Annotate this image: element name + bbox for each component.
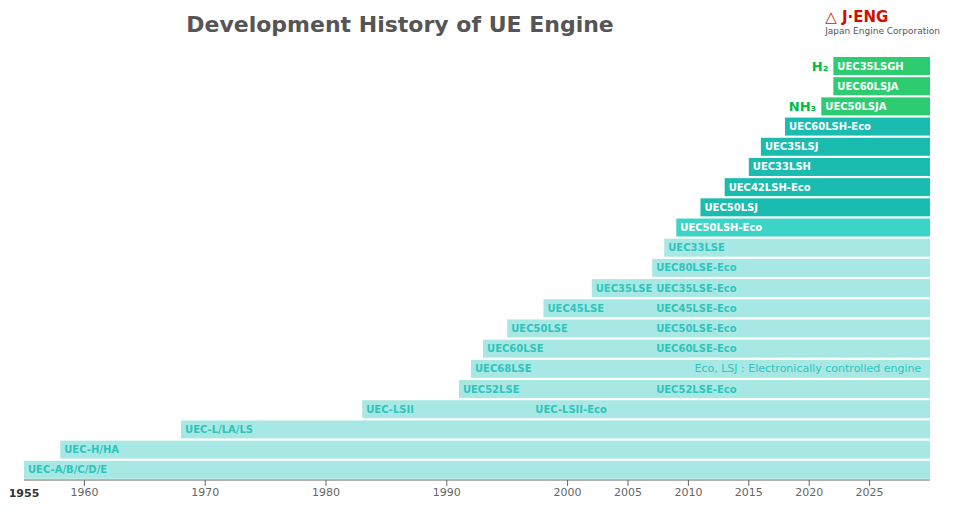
svg-text:UEC60LSE: UEC60LSE xyxy=(487,343,544,354)
svg-text:H₂: H₂ xyxy=(812,59,829,74)
svg-text:1970: 1970 xyxy=(191,486,219,499)
svg-text:UEC33LSE: UEC33LSE xyxy=(668,242,725,253)
svg-text:2010: 2010 xyxy=(674,486,702,499)
svg-text:UEC60LSJA: UEC60LSJA xyxy=(837,81,899,92)
svg-text:UEC-LSII: UEC-LSII xyxy=(366,404,414,415)
svg-text:UEC52LSE: UEC52LSE xyxy=(463,384,520,395)
svg-text:UEC33LSH: UEC33LSH xyxy=(753,161,811,172)
svg-text:UEC-H/HA: UEC-H/HA xyxy=(64,444,119,455)
svg-text:UEC-LSII-Eco: UEC-LSII-Eco xyxy=(535,404,607,415)
svg-text:UEC50LSJA: UEC50LSJA xyxy=(825,101,887,112)
html-text:△ J·ENG: △ J·ENG xyxy=(825,8,889,26)
svg-text:UEC45LSE-Eco: UEC45LSE-Eco xyxy=(656,303,737,314)
svg-text:UEC50LSJ: UEC50LSJ xyxy=(704,202,758,213)
svg-text:1990: 1990 xyxy=(433,486,461,499)
svg-text:2025: 2025 xyxy=(856,486,884,499)
html-text:Japan Engine Corporation: Japan Engine Corporation xyxy=(825,26,940,36)
html-text:Development History of UE Engi: Development History of UE Engine xyxy=(186,12,614,37)
svg-text:2015: 2015 xyxy=(735,486,763,499)
svg-text:2020: 2020 xyxy=(795,486,823,499)
svg-text:Eco, LSJ : Electronically con: Eco, LSJ : Electronically controlled eng… xyxy=(694,362,921,375)
svg-text:UEC50LSE: UEC50LSE xyxy=(511,323,568,334)
svg-text:UEC50LSH-Eco: UEC50LSH-Eco xyxy=(680,222,762,233)
svg-text:UEC60LSE-Eco: UEC60LSE-Eco xyxy=(656,343,737,354)
svg-text:UEC52LSE-Eco: UEC52LSE-Eco xyxy=(656,384,737,395)
svg-text:UEC-L/LA/LS: UEC-L/LA/LS xyxy=(185,424,253,435)
svg-text:UEC-A/B/C/D/E: UEC-A/B/C/D/E xyxy=(28,464,107,475)
svg-text:UEC35LSE: UEC35LSE xyxy=(596,283,653,294)
svg-text:UEC68LSE: UEC68LSE xyxy=(475,363,532,374)
svg-text:2000: 2000 xyxy=(554,486,582,499)
svg-text:UEC60LSH-Eco: UEC60LSH-Eco xyxy=(789,121,871,132)
svg-text:UEC42LSH-Eco: UEC42LSH-Eco xyxy=(729,182,811,193)
svg-text:NH₃: NH₃ xyxy=(789,99,816,114)
svg-text:1980: 1980 xyxy=(312,486,340,499)
svg-text:UEC50LSE-Eco: UEC50LSE-Eco xyxy=(656,323,737,334)
svg-text:UEC80LSE-Eco: UEC80LSE-Eco xyxy=(656,262,737,273)
svg-text:2005: 2005 xyxy=(614,486,642,499)
svg-text:UEC35LSGH: UEC35LSGH xyxy=(837,61,903,72)
svg-text:1955: 1955 xyxy=(9,487,40,500)
svg-text:UEC35LSE-Eco: UEC35LSE-Eco xyxy=(656,283,737,294)
svg-text:1960: 1960 xyxy=(70,486,98,499)
svg-text:UEC35LSJ: UEC35LSJ xyxy=(765,141,819,152)
svg-text:UEC45LSE: UEC45LSE xyxy=(547,303,604,314)
